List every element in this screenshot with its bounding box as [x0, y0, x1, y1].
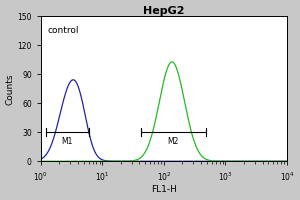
Title: HepG2: HepG2: [143, 6, 185, 16]
Y-axis label: Counts: Counts: [6, 73, 15, 105]
Text: M1: M1: [61, 137, 73, 146]
Text: M2: M2: [167, 137, 179, 146]
Text: control: control: [47, 26, 79, 35]
X-axis label: FL1-H: FL1-H: [151, 185, 177, 194]
